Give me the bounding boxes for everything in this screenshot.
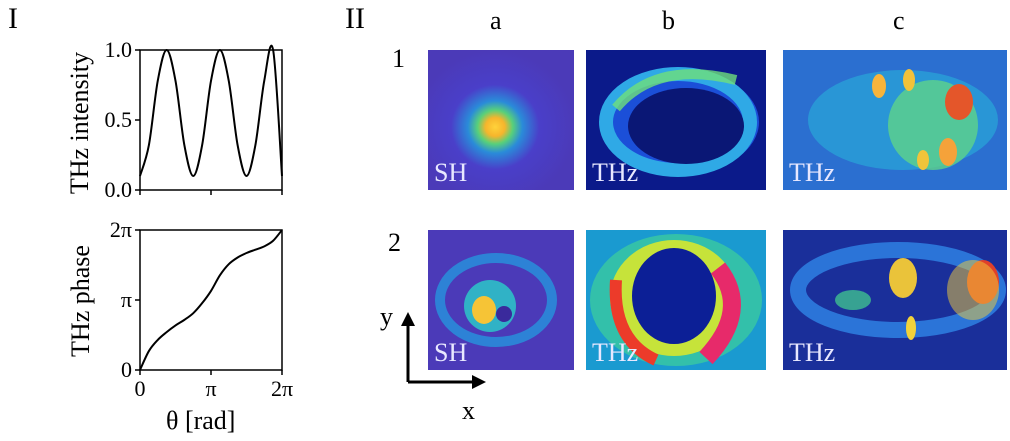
image-tag: THz	[592, 338, 639, 367]
y-tick-label: π	[121, 287, 132, 312]
image-2a-sh: SH	[428, 230, 574, 370]
column-label-a: a	[490, 6, 502, 35]
y-tick-label: 0.5	[105, 107, 133, 132]
x-tick-label: π	[205, 376, 216, 401]
plot-frame	[139, 229, 283, 371]
plot-frame	[139, 49, 283, 191]
axes-arrows	[401, 312, 486, 389]
image-tag: THz	[789, 338, 836, 367]
intensity-chart: 0.0 0.5 1.0	[105, 37, 283, 202]
series-line	[139, 229, 283, 371]
image-tag: THz	[789, 158, 836, 187]
column-label-c: c	[893, 6, 905, 35]
y-tick-label: 0	[121, 357, 132, 382]
row-label-2: 2	[388, 228, 401, 257]
image-2c-thz: THz	[783, 230, 1007, 370]
axis-label-x: x	[462, 396, 475, 425]
row-label-1: 1	[392, 44, 405, 73]
panel-label-II: II	[345, 2, 365, 35]
x-tick-label: 2π	[271, 376, 293, 401]
image-2b-thz: THz	[586, 230, 766, 370]
panel-label-I: I	[8, 2, 18, 35]
x-axis-title-theta: θ [rad]	[166, 406, 236, 435]
x-tick-label: 0	[135, 376, 146, 401]
image-tag: SH	[434, 338, 468, 367]
image-tag: SH	[434, 158, 468, 187]
y-axis-title-intensity: THz intensity	[65, 51, 94, 195]
series-line	[139, 44, 283, 178]
phase-chart: 0 π 2π 0 π 2π	[110, 217, 293, 401]
image-1c-thz: THz	[783, 50, 1007, 190]
image-tag: THz	[592, 158, 639, 187]
axis-label-y: y	[380, 302, 393, 331]
y-axis-title-phase: THz phase	[66, 245, 95, 357]
y-tick-label: 1.0	[105, 37, 133, 62]
image-1a-sh: SH	[428, 50, 574, 190]
image-1b-thz: THz	[586, 50, 766, 190]
column-label-b: b	[662, 6, 675, 35]
y-tick-label: 2π	[110, 217, 132, 242]
y-tick-label: 0.0	[105, 177, 133, 202]
